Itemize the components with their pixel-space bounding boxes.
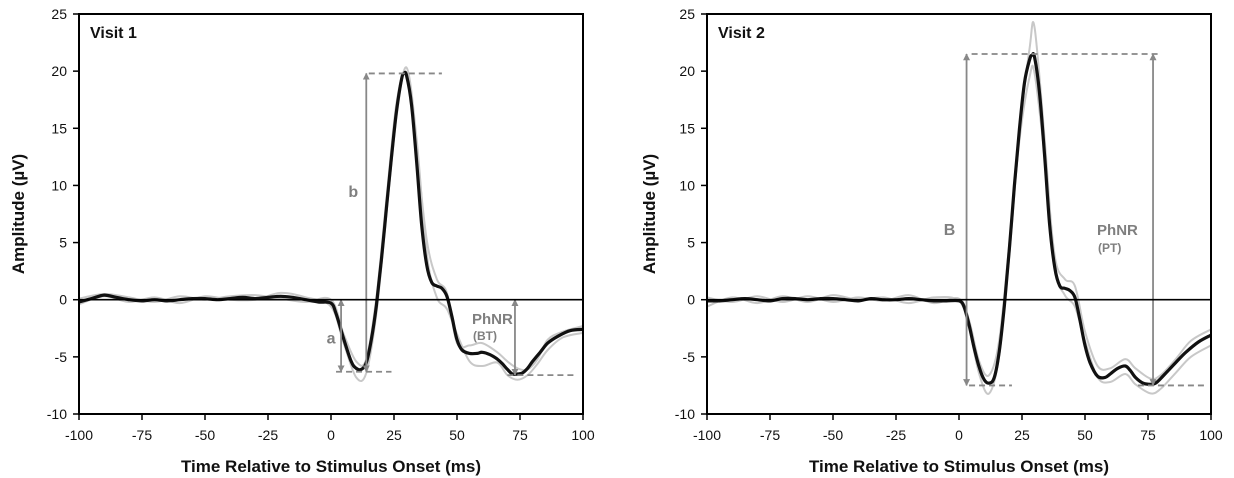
a-wave-label: a xyxy=(327,330,336,347)
phnr-label: PhNR xyxy=(1097,222,1138,239)
visit-1-y-tick-label: 5 xyxy=(59,235,67,251)
visit-1-y-tick-label: 25 xyxy=(51,6,67,22)
visit-2-mean-trace xyxy=(706,52,1212,386)
visit-1-x-tick-label: -50 xyxy=(195,427,215,443)
visit-2-title: Visit 2 xyxy=(718,25,765,42)
visit-1-title: Visit 1 xyxy=(90,25,137,42)
visit-2-y-tick-label: 5 xyxy=(687,235,695,251)
phnr-sub-label: (BT) xyxy=(473,329,497,343)
visit-1-x-tick-label: -25 xyxy=(258,427,278,443)
visit-2-individual-trace xyxy=(706,21,1212,395)
visit-2-x-tick-label: 25 xyxy=(1014,427,1030,443)
visit-1-annotations: a b PhNR(BT) xyxy=(327,72,576,377)
visit-2-x-tick-label: 0 xyxy=(955,427,963,443)
visit-2-y-tick-label: 20 xyxy=(679,63,695,79)
visit-2-x-tick-label: -75 xyxy=(760,427,780,443)
visit-2-x-tick-label: -25 xyxy=(886,427,906,443)
visit-2-y-tick-label: 15 xyxy=(679,120,695,136)
visit-1-y-tick-label: 0 xyxy=(59,292,67,308)
visit-2-x-tick-label: 75 xyxy=(1140,427,1156,443)
visit-1-y-tick-label: -5 xyxy=(55,349,68,365)
visit-2-y-tick-label: 25 xyxy=(679,6,695,22)
visit-1-x-tick-label: -75 xyxy=(132,427,152,443)
visit-1-x-axis-title: Time Relative to Stimulus Onset (ms) xyxy=(181,457,481,476)
visit-2-x-axis-title: Time Relative to Stimulus Onset (ms) xyxy=(809,457,1109,476)
visit-1-y-tick-label: 20 xyxy=(51,63,67,79)
visit-2-annotations: B PhNR (PT) xyxy=(944,53,1206,387)
visit-1-x-tick-label: 100 xyxy=(571,427,595,443)
visit-2-plot-frame xyxy=(706,13,1212,415)
visit-2-y-tick-label: 0 xyxy=(687,292,695,308)
visit-2-panel: B PhNR(PT) -100 -75 -50 -25 0 25 50 75 100-10-505… xyxy=(640,6,1223,476)
visit-1-y-tick-label: 10 xyxy=(51,177,67,193)
visit-2-traces xyxy=(706,21,1212,395)
visit-2-y-tick-label: -5 xyxy=(683,349,696,365)
b-wave-label: b xyxy=(348,184,358,201)
visit-2-y-axis-title: Amplitude (µV) xyxy=(640,154,659,274)
visit-1-x-tick-label: 50 xyxy=(449,427,465,443)
visit-1-plot-frame xyxy=(78,13,584,415)
phnr-label: PhNR xyxy=(472,311,513,328)
visit-1-x-tick-label: 75 xyxy=(512,427,528,443)
visit-2-x-tick-label: -50 xyxy=(823,427,843,443)
phnr-sub-label: (PT) xyxy=(1098,241,1121,255)
visit-1-x-tick-label: -100 xyxy=(65,427,93,443)
visit-1-y-axis-title: Amplitude (µV) xyxy=(9,154,28,274)
visit-2-x-tick-label: 50 xyxy=(1077,427,1093,443)
visit-2-y-tick-label: 10 xyxy=(679,177,695,193)
visit-2-x-tick-label: 100 xyxy=(1199,427,1223,443)
visit-1-x-tick-label: 0 xyxy=(327,427,335,443)
visit-1-x-tick-label: 25 xyxy=(386,427,402,443)
b-amplitude-label: B xyxy=(944,222,956,239)
visit-1-y-tick-label: 15 xyxy=(51,120,67,136)
visit-1-mean-trace xyxy=(78,70,584,377)
visit-2-x-tick-label: -100 xyxy=(693,427,721,443)
visit-1-y-tick-label: -10 xyxy=(47,406,67,422)
visit-2-y-tick-label: -10 xyxy=(675,406,695,422)
